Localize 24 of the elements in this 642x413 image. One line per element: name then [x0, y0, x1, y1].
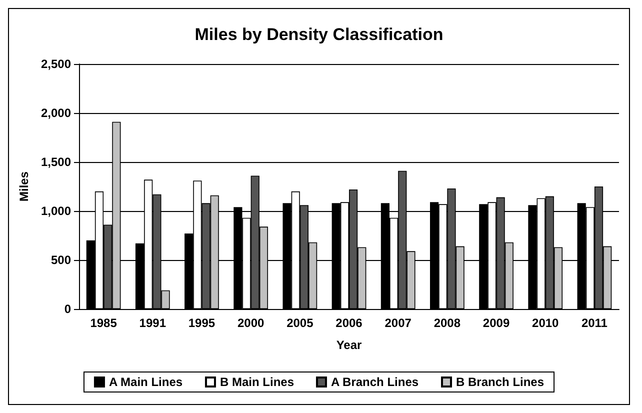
x-tick-label: 1985 — [90, 316, 118, 330]
x-tick-label: 2009 — [482, 316, 510, 330]
x-tick-label: 2006 — [336, 316, 363, 330]
y-tick-label: 2,500 — [40, 57, 72, 71]
y-tick-label: 500 — [50, 253, 72, 267]
legend-label: B Branch Lines — [456, 375, 544, 389]
x-axis-title: Year — [336, 338, 362, 352]
x-tick-label: 2010 — [532, 316, 560, 330]
legend-label: A Branch Lines — [330, 375, 419, 389]
x-tick-label: 2007 — [384, 316, 412, 330]
y-axis-title: Miles — [17, 171, 32, 202]
x-tick-label: 2005 — [286, 316, 314, 330]
legend-label: A Main Lines — [108, 375, 183, 389]
y-tick-label: 1,500 — [40, 155, 72, 169]
x-tick-label: 2008 — [434, 316, 461, 330]
y-tick-label: 1,000 — [40, 204, 72, 218]
chart-title: Miles by Density Classification — [194, 25, 444, 44]
x-tick-label: 1991 — [139, 316, 166, 330]
x-tick-label: 2011 — [581, 316, 608, 330]
x-tick-label: 2000 — [237, 316, 264, 330]
y-tick-label: 2,000 — [40, 106, 72, 120]
legend-label: B Main Lines — [220, 375, 294, 389]
x-tick-label: 1995 — [188, 316, 216, 330]
y-tick-label: 0 — [64, 302, 72, 316]
